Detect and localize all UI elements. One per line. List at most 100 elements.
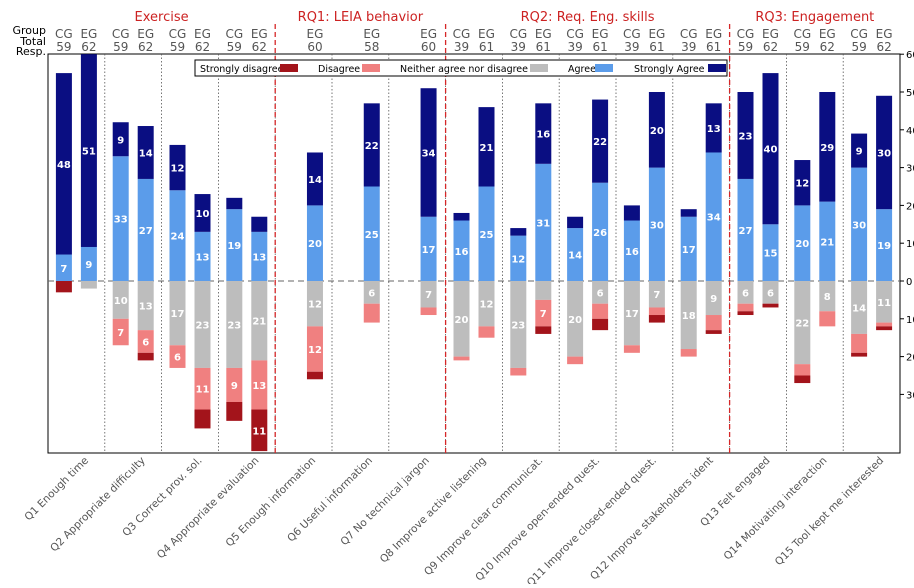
data-label: 9 — [710, 294, 717, 305]
bar-segment-d — [420, 307, 437, 316]
bar-segment-d — [705, 315, 722, 331]
data-label: 11 — [252, 426, 266, 437]
data-label: 25 — [480, 230, 494, 241]
bar-segment-a — [169, 190, 186, 281]
bar-segment-d — [592, 303, 609, 319]
group-label: CG — [566, 27, 584, 41]
bar-segment-a — [680, 216, 697, 281]
group-label: EG — [819, 27, 836, 41]
total-label: 59 — [738, 40, 753, 54]
bar-segment-sa — [169, 144, 186, 191]
data-label: 29 — [820, 143, 834, 154]
data-label: 20 — [650, 126, 664, 137]
bar-segment-sa — [705, 103, 722, 153]
bar-segment-d — [680, 349, 697, 357]
bar-segment-sa — [819, 92, 836, 202]
group-label: EG — [535, 27, 552, 41]
bar-segment-sd — [137, 352, 154, 361]
x-tick-label: Q15 Tool kept me interested — [773, 455, 886, 568]
bar-segment-sa — [478, 107, 495, 187]
data-label: 20 — [455, 315, 469, 326]
bar-segment-sa — [420, 88, 437, 217]
total-label: 62 — [763, 40, 778, 54]
total-label: 61 — [649, 40, 664, 54]
total-label: 59 — [795, 40, 810, 54]
bar-segment-sa — [762, 73, 779, 225]
bar-segment-sd — [55, 281, 72, 293]
total-label: 61 — [536, 40, 551, 54]
legend-swatch — [595, 64, 613, 72]
bar-segment-n — [510, 281, 527, 368]
bar-segment-n — [194, 281, 211, 368]
bar-segment-a — [794, 205, 811, 281]
bar-segment-n — [169, 281, 186, 346]
total-label: 62 — [876, 40, 891, 54]
data-label: 17 — [171, 309, 185, 320]
legend-label: Strongly Agree — [634, 64, 705, 75]
data-label: 10 — [196, 209, 210, 220]
bar-segment-sa — [112, 122, 129, 157]
bar-segment-d — [510, 367, 527, 376]
bar-segment-a — [251, 231, 268, 281]
y-tick-label: 20 — [906, 353, 914, 364]
group-label: EG — [705, 27, 722, 41]
x-tick-label: Q2 Appropriate difficulty — [48, 455, 148, 555]
data-label: 34 — [422, 148, 436, 159]
data-label: 9 — [85, 260, 92, 271]
bar-segment-sd — [737, 311, 754, 316]
bar-segment-n — [762, 281, 779, 304]
bar-segment-n — [737, 281, 754, 304]
bar-segment-d — [306, 326, 323, 372]
data-label: 23 — [511, 320, 525, 331]
bar-segment-sa — [226, 197, 243, 210]
bar-segment-a — [737, 178, 754, 281]
group-label: EG — [876, 27, 893, 41]
bar-segment-a — [306, 205, 323, 281]
bar-segment-a — [55, 254, 72, 281]
data-label: 17 — [422, 245, 436, 256]
bar-segment-d — [623, 345, 640, 353]
total-label: 60 — [307, 40, 322, 54]
total-label: 62 — [252, 40, 267, 54]
legend-swatch — [530, 64, 548, 72]
legend-label: Agree — [568, 64, 596, 75]
bar-segment-a — [478, 186, 495, 281]
group-label: CG — [55, 27, 73, 41]
legend-label: Disagree — [318, 64, 360, 75]
data-label: 27 — [139, 226, 153, 237]
bar-segment-n — [226, 281, 243, 368]
data-label: 22 — [365, 141, 379, 152]
data-label: 25 — [365, 230, 379, 241]
total-label: 60 — [421, 40, 436, 54]
header-total-label: Total — [19, 35, 46, 48]
bar-segment-n — [567, 281, 584, 357]
x-tick-label: Q12 Improve stakeholders ident — [588, 455, 716, 583]
data-label: 20 — [308, 239, 322, 250]
bar-segment-d — [851, 333, 868, 353]
data-label: 7 — [653, 290, 660, 301]
data-label: 26 — [593, 228, 607, 239]
data-label: 34 — [707, 213, 721, 224]
total-label: 59 — [170, 40, 185, 54]
legend-label: Strongly disagree — [200, 64, 284, 75]
data-label: 23 — [227, 320, 241, 331]
data-label: 30 — [877, 148, 891, 159]
group-label: CG — [793, 27, 811, 41]
data-label: 6 — [142, 337, 149, 348]
data-label: 30 — [852, 220, 866, 231]
bar-segment-a — [648, 167, 665, 281]
bar-segment-n — [478, 281, 495, 327]
x-tick-label: Q9 Improve clear communicat. — [422, 455, 545, 578]
data-label: 11 — [196, 385, 210, 396]
bar-segment-a — [592, 182, 609, 281]
section-title: RQ2: Req. Eng. skills — [521, 10, 655, 25]
y-tick-label: 60 — [906, 50, 914, 61]
bar-segment-sa — [194, 194, 211, 232]
total-label: 39 — [511, 40, 526, 54]
total-label: 39 — [681, 40, 696, 54]
y-tick-label: 0 — [906, 277, 912, 288]
data-label: 12 — [308, 300, 322, 311]
group-label: CG — [680, 27, 698, 41]
data-label: 6 — [174, 353, 181, 364]
